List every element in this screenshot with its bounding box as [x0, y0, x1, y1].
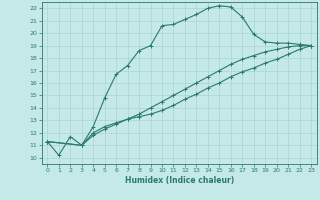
X-axis label: Humidex (Indice chaleur): Humidex (Indice chaleur) [124, 176, 234, 185]
